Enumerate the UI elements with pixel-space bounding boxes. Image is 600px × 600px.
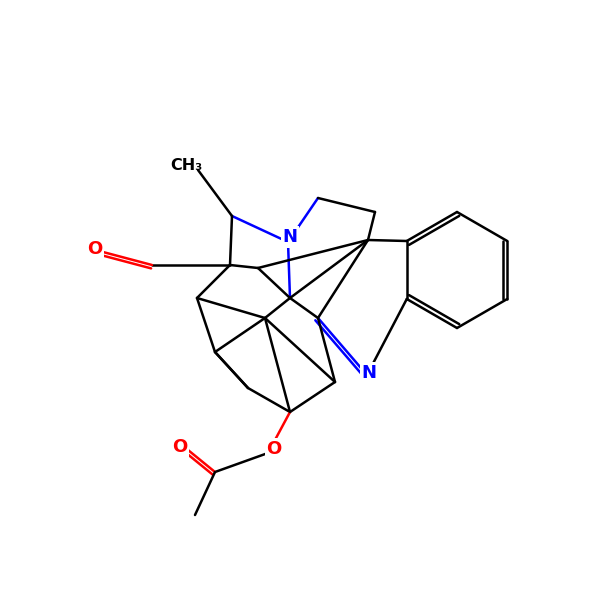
Text: O: O <box>172 438 188 456</box>
Text: O: O <box>266 440 281 458</box>
Text: N: N <box>283 228 298 246</box>
Text: O: O <box>88 240 103 258</box>
Text: CH₃: CH₃ <box>170 158 202 173</box>
Text: N: N <box>361 364 377 382</box>
